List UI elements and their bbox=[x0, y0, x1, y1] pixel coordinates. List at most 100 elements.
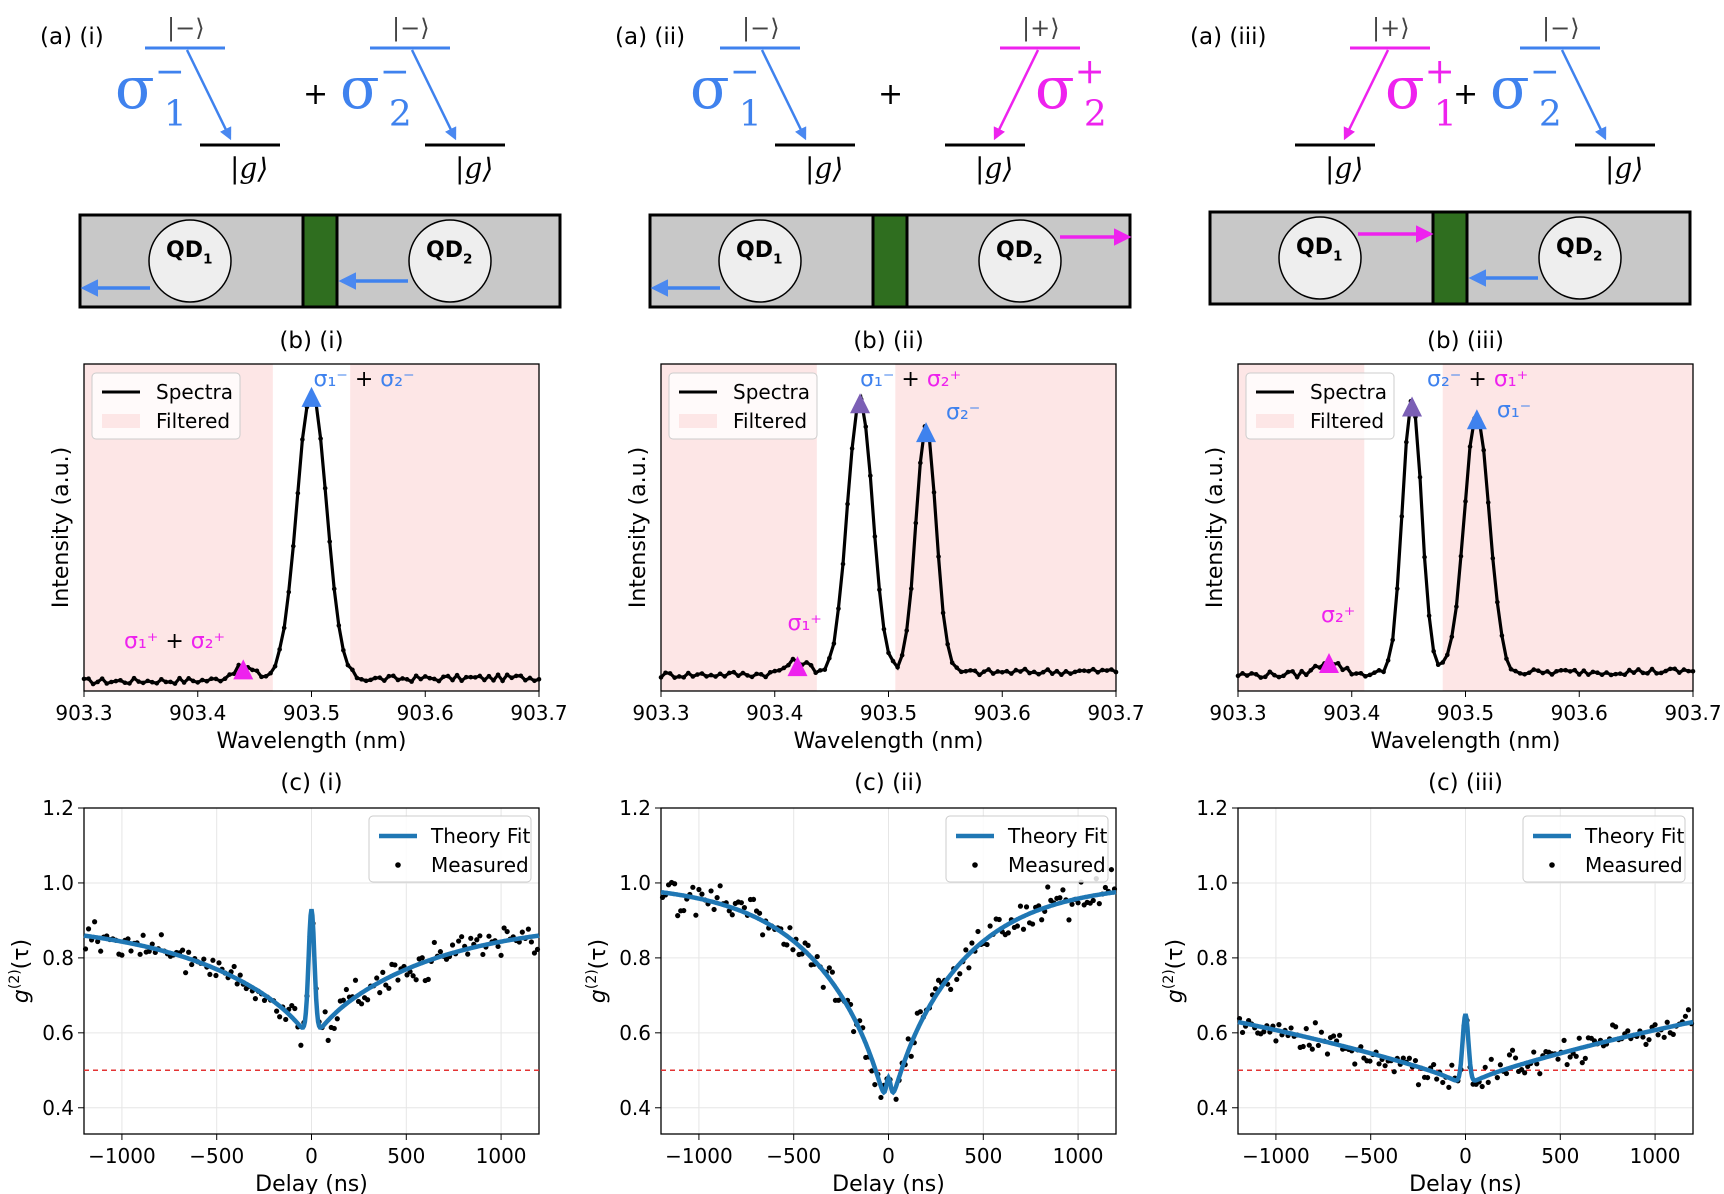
spectrum-point bbox=[81, 676, 87, 682]
x-tick-label: 500 bbox=[1541, 1144, 1579, 1168]
measured-point bbox=[252, 996, 258, 1002]
measured-point bbox=[963, 947, 969, 953]
spectrum-point bbox=[140, 680, 146, 686]
spectrum-point bbox=[1572, 667, 1577, 673]
spectrum-point bbox=[1090, 666, 1096, 672]
spectrum-point bbox=[695, 672, 700, 677]
spectrum-point bbox=[1240, 671, 1245, 676]
measured-point bbox=[343, 986, 349, 993]
spectrum-point bbox=[658, 675, 664, 680]
measured-point bbox=[474, 937, 480, 943]
measured-point bbox=[1576, 1035, 1582, 1041]
measured-point bbox=[1391, 1069, 1397, 1075]
spectrum-point bbox=[1595, 670, 1600, 675]
theory-fit-line bbox=[660, 889, 1117, 1096]
spectrum-point bbox=[1317, 665, 1323, 670]
spectrum-point bbox=[672, 675, 677, 680]
y-axis-label: g(2)(τ) bbox=[7, 939, 34, 1003]
spectrum-point bbox=[1344, 665, 1350, 671]
measured-point bbox=[179, 947, 186, 953]
spectrum-point bbox=[872, 534, 878, 539]
peak-label: σ₁⁺ bbox=[788, 611, 822, 636]
transition: |−⟩ |g⟩ σ− 2 bbox=[1490, 14, 1655, 185]
measured-point bbox=[1108, 866, 1115, 873]
peak-marker bbox=[233, 659, 254, 680]
spectrum-point bbox=[495, 672, 501, 678]
spectrum-point bbox=[463, 674, 469, 680]
spectrum-point bbox=[886, 650, 891, 656]
spectrum-point bbox=[1244, 673, 1250, 678]
plus-sign: + bbox=[303, 77, 328, 112]
spectrum-point bbox=[372, 675, 378, 681]
measured-point bbox=[1039, 917, 1045, 923]
measured-point bbox=[495, 943, 501, 950]
x-tick-label: 500 bbox=[387, 1144, 425, 1168]
central-filter bbox=[1431, 210, 1469, 306]
excited-state-label: |+⟩ bbox=[1372, 14, 1410, 43]
legend-label: Theory Fit bbox=[430, 824, 530, 848]
spectrum-point bbox=[968, 668, 973, 673]
measured-point bbox=[1446, 1084, 1452, 1090]
measured-point bbox=[878, 1094, 884, 1101]
spectrum-point bbox=[822, 667, 828, 672]
legend: Spectra Filtered bbox=[91, 372, 241, 440]
measured-point bbox=[531, 950, 538, 956]
measured-point bbox=[756, 910, 763, 916]
spectrum-point bbox=[300, 437, 305, 442]
measured-point bbox=[468, 935, 474, 941]
measured-point bbox=[1239, 1029, 1246, 1036]
peak-marker bbox=[1466, 409, 1487, 430]
legend-box bbox=[368, 815, 532, 883]
spectrum-point bbox=[1054, 668, 1060, 674]
spectrum-point bbox=[327, 539, 333, 544]
measured-point bbox=[690, 884, 696, 890]
measured-point bbox=[1057, 895, 1063, 901]
y-tick-label: 0.4 bbox=[42, 1096, 74, 1120]
correlation-chart: (c) (ii) −1000 −500 0 500 1000 0.4 0.6 0.8 1.0 1.2… bbox=[584, 770, 1118, 1194]
spectrum-point bbox=[227, 672, 232, 677]
measured-point bbox=[829, 969, 835, 975]
measured-point bbox=[85, 926, 92, 932]
legend-point-swatch bbox=[395, 862, 401, 868]
theory-fit-line bbox=[83, 908, 540, 1030]
spectrum-point bbox=[1022, 666, 1028, 672]
measured-point bbox=[1406, 1055, 1412, 1061]
spectrum-point bbox=[1449, 634, 1455, 640]
measured-point bbox=[358, 1001, 365, 1007]
measured-point bbox=[1029, 921, 1036, 927]
spectrum-point bbox=[981, 669, 987, 674]
spectrum-point bbox=[1376, 668, 1382, 673]
spectrum-point bbox=[400, 676, 405, 681]
measured-point bbox=[948, 986, 954, 993]
spectrum-point bbox=[704, 674, 709, 679]
panel-label: (a) (iii) bbox=[1190, 24, 1266, 50]
measured-point bbox=[413, 977, 419, 983]
measured-point bbox=[1579, 1060, 1585, 1066]
x-tick-label: 903.3 bbox=[1209, 701, 1266, 725]
qd1-label: QD1 bbox=[736, 238, 782, 268]
measured-point bbox=[1096, 901, 1102, 907]
measured-point bbox=[95, 938, 101, 945]
spectrum-point bbox=[708, 672, 714, 678]
device: QD1 QD2 bbox=[78, 213, 562, 309]
measured-point bbox=[498, 952, 504, 958]
spectrum-point bbox=[1531, 667, 1537, 672]
transition-symbol: σ+ 1 bbox=[1385, 52, 1457, 135]
peak-label: σ₁⁻ + σ₂⁺ bbox=[860, 367, 961, 392]
spectrum-point bbox=[1640, 670, 1646, 676]
spectrum-point bbox=[1649, 666, 1655, 672]
peak-marker bbox=[850, 393, 871, 414]
spectrum-point bbox=[736, 673, 741, 679]
transition: |−⟩ |g⟩ σ− 1 bbox=[115, 14, 280, 185]
spectrum-point bbox=[904, 628, 909, 633]
legend-label: Measured bbox=[431, 853, 529, 877]
spectrum-point bbox=[1590, 669, 1596, 675]
measured-point bbox=[760, 932, 766, 938]
spectrum-point bbox=[1536, 668, 1541, 674]
spectrum-point bbox=[895, 665, 900, 670]
measured-point bbox=[1337, 1032, 1343, 1038]
y-tick-label: 1.0 bbox=[619, 871, 651, 895]
measured-point bbox=[1537, 1071, 1543, 1077]
measured-point bbox=[410, 973, 416, 979]
chart-title: (b) (i) bbox=[279, 328, 343, 354]
